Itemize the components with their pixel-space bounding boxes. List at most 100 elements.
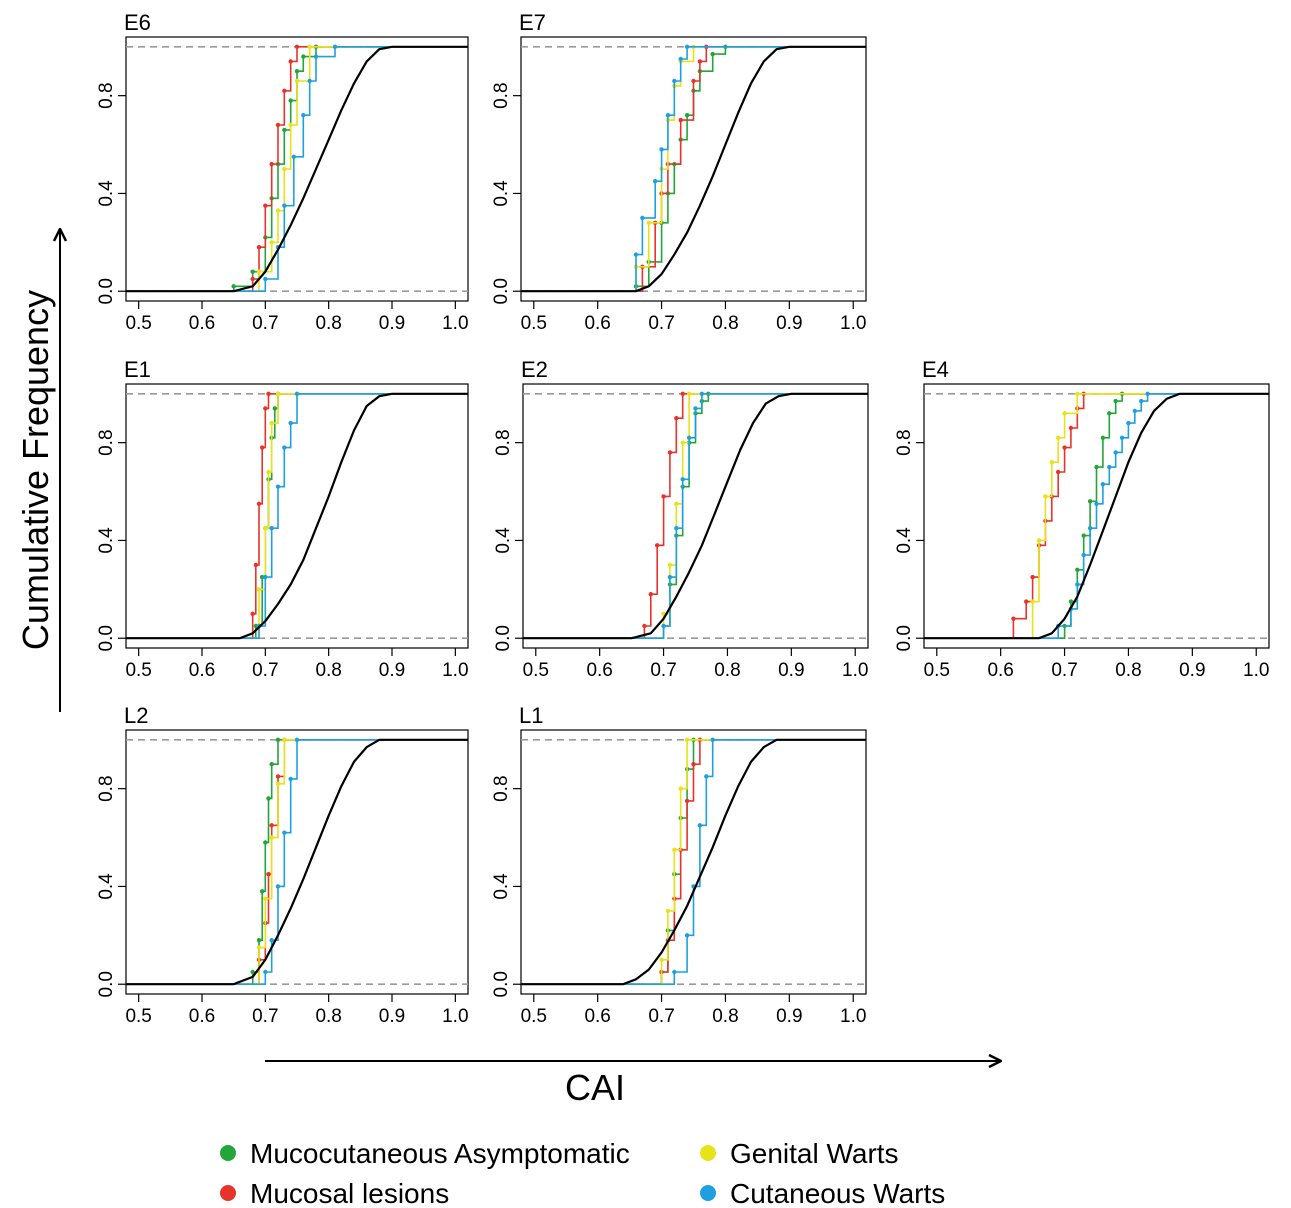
data-point [291, 154, 297, 159]
data-point [642, 623, 647, 629]
data-point [1081, 552, 1086, 558]
series-genital-warts [521, 737, 866, 985]
data-point [686, 391, 692, 396]
x-tick-label: 0.6 [586, 660, 612, 681]
data-point [665, 908, 671, 914]
data-point [275, 391, 281, 396]
panel-e4: E4 0.5 0.6 0.7 0.8 0.9 1.0 0.0 0.4 0.8 [894, 357, 1270, 681]
data-point [256, 269, 262, 274]
series-line [521, 739, 866, 985]
plot-frame [520, 729, 867, 995]
x-tick-label: 1.0 [1243, 660, 1269, 681]
legend-label: Mucosal lesions [250, 1178, 449, 1208]
series-reference [126, 738, 468, 986]
y-tick-label: 0.4 [894, 527, 915, 554]
data-point [1132, 408, 1138, 414]
plot-frame [125, 383, 469, 649]
legend-label: Mucocutaneous Asymptomatic [250, 1138, 630, 1169]
data-point [250, 611, 255, 616]
series-cutaneous-warts [126, 391, 468, 639]
data-point [697, 823, 703, 828]
data-point [259, 889, 265, 894]
data-point [282, 88, 287, 93]
x-tick-label: 0.8 [315, 660, 341, 681]
data-point [693, 406, 698, 411]
x-tick-label: 0.7 [648, 313, 674, 334]
panel-title: E7 [519, 10, 546, 35]
data-point [250, 269, 255, 274]
data-point [288, 776, 293, 782]
panel-l2: L2 0.5 0.6 0.7 0.8 0.9 1.0 0.0 0.4 0.8 [96, 703, 469, 1027]
data-point [672, 847, 677, 852]
data-point [684, 113, 690, 118]
y-tick-label: 0.8 [491, 82, 512, 108]
data-point [269, 161, 274, 167]
data-point [1145, 391, 1150, 396]
data-point [272, 406, 278, 411]
data-point [253, 562, 259, 568]
panel-title: E4 [922, 357, 949, 382]
y-tick-label: 0.8 [96, 775, 117, 801]
data-point [256, 501, 262, 506]
x-tick-label: 0.8 [1115, 660, 1141, 681]
y-tick-label: 0.0 [493, 625, 514, 651]
data-point [263, 574, 268, 580]
data-point [678, 56, 683, 62]
series-line [521, 46, 866, 292]
data-point [652, 179, 658, 184]
data-point [1100, 435, 1106, 440]
data-point [1055, 435, 1061, 440]
series-genital-warts [924, 391, 1269, 639]
series-genital-warts [126, 44, 468, 292]
y-tick-label: 0.4 [493, 527, 514, 554]
x-tick-label: 0.5 [125, 660, 151, 681]
series-cutaneous-warts [126, 44, 468, 292]
data-point [282, 166, 287, 172]
data-point [266, 872, 271, 877]
data-point [269, 835, 274, 840]
data-point [686, 435, 692, 440]
series-mucosal-lesions [126, 391, 468, 639]
plot-frame [125, 36, 469, 302]
x-tick-label: 0.6 [189, 1006, 215, 1027]
data-point [282, 737, 287, 742]
y-tick-label: 0.4 [491, 873, 512, 900]
x-tick-label: 0.9 [776, 1006, 802, 1027]
panel-e7: E7 0.5 0.6 0.7 0.8 0.9 1.0 0.0 0.4 0.8 [491, 10, 867, 334]
series-reference [126, 45, 468, 293]
figure-x-label: CAI [565, 1067, 625, 1108]
y-tick-label: 0.0 [96, 278, 117, 304]
series-line [521, 738, 866, 986]
data-point [1107, 411, 1112, 416]
data-point [275, 884, 281, 889]
legend-marker [220, 1185, 236, 1201]
panel-e1: E1 0.5 0.6 0.7 0.8 0.9 1.0 0.0 0.4 0.8 [96, 357, 469, 681]
series-line [924, 393, 1269, 639]
data-point [263, 526, 268, 531]
data-point [263, 406, 268, 411]
data-point [294, 737, 300, 742]
x-tick-label: 0.5 [924, 660, 950, 681]
data-point [1024, 599, 1029, 604]
data-point [288, 122, 293, 128]
data-point [294, 69, 300, 74]
x-tick-label: 0.8 [712, 313, 738, 334]
data-point [1126, 420, 1131, 426]
data-point [263, 969, 268, 975]
series-reference [523, 392, 868, 640]
data-point [678, 786, 683, 791]
data-point [1049, 460, 1054, 465]
series-genital-warts [126, 737, 468, 985]
data-point [288, 98, 293, 103]
data-point [282, 830, 287, 835]
data-point [269, 823, 274, 828]
y-tick-label: 0.0 [96, 971, 117, 997]
x-tick-label: 1.0 [840, 313, 866, 334]
series-reference [521, 738, 866, 986]
x-tick-label: 0.7 [1051, 660, 1077, 681]
data-point [231, 284, 236, 289]
series-mucosal-lesions [523, 391, 868, 639]
legend-item-cutaneous-warts: Cutaneous Warts [700, 1178, 945, 1208]
data-point [684, 798, 690, 804]
data-point [1030, 574, 1035, 580]
